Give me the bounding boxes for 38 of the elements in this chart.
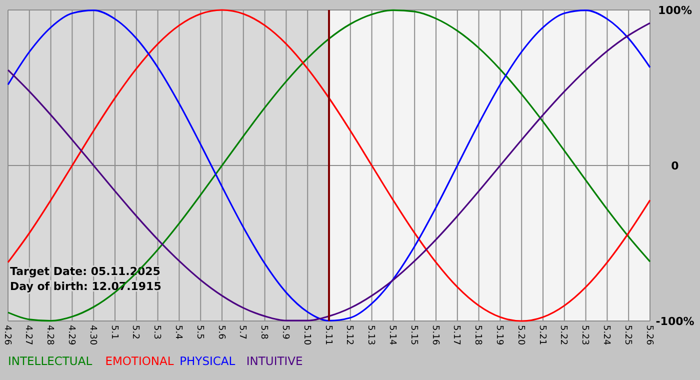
x-tick-label: 5.6 (216, 325, 226, 340)
x-tick-label: 5.7 (237, 325, 248, 340)
x-tick-label: 5.19 (494, 325, 504, 346)
x-tick-label: 5.1 (108, 325, 119, 340)
x-tick-label: 5.25 (622, 325, 632, 346)
x-tick-label: 5.16 (430, 325, 440, 346)
text: EMOTIONAL (105, 354, 174, 368)
text: INTUITIVE (246, 354, 303, 368)
x-tick-label: 5.2 (130, 325, 140, 340)
x-tick-label: 5.22 (558, 325, 568, 346)
y-tick-label: 100% (658, 4, 692, 17)
text: PHYSICAL (180, 354, 236, 368)
x-tick-label: 5.18 (472, 325, 483, 346)
text: INTELLECTUAL (8, 354, 93, 368)
x-tick-label: 4.26 (2, 325, 12, 346)
x-tick-label: 5.17 (451, 325, 462, 346)
x-tick-label: 5.11 (322, 325, 333, 346)
x-tick-label: 4.29 (66, 325, 76, 346)
x-tick-label: 4.28 (44, 325, 55, 346)
x-tick-label: 5.23 (580, 325, 590, 346)
x-tick-label: 5.26 (644, 325, 654, 346)
x-tick-label: 5.14 (387, 325, 398, 346)
x-tick-label: 5.8 (258, 325, 269, 340)
x-tick-label: 5.5 (194, 325, 204, 340)
x-tick-label: 5.4 (173, 325, 184, 340)
y-tick-label: -100% (656, 314, 694, 328)
x-tick-label: 4.27 (23, 325, 34, 346)
x-tick-label: 5.20 (515, 325, 526, 346)
x-tick-label: 5.13 (366, 325, 376, 346)
y-tick-label: 0 (671, 159, 680, 172)
x-tick-label: 5.12 (344, 325, 354, 346)
x-tick-label: 5.9 (280, 325, 290, 340)
x-tick-label: 5.10 (301, 325, 312, 346)
x-tick-label: 5.24 (601, 325, 612, 346)
x-tick-label: 4.30 (87, 325, 98, 346)
x-tick-label: 5.21 (536, 325, 547, 346)
x-tick-label: 5.3 (152, 325, 162, 340)
x-tick-label: 5.15 (408, 325, 418, 346)
